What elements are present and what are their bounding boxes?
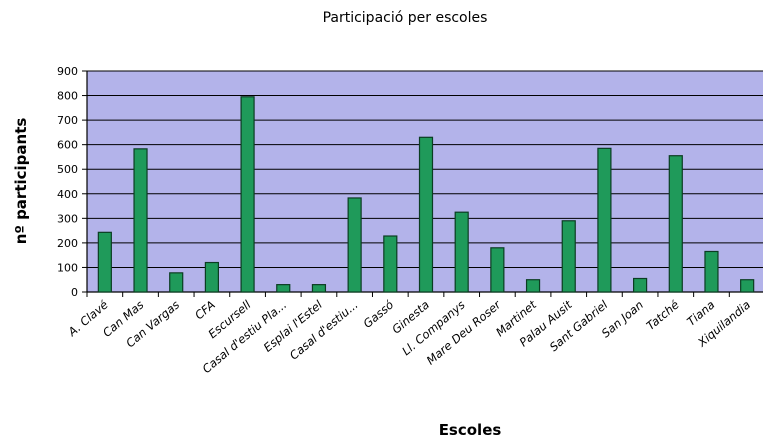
y-tick-label: 900 xyxy=(57,65,78,78)
y-tick-label: 400 xyxy=(57,188,78,201)
bar xyxy=(633,277,648,293)
bar xyxy=(490,247,505,293)
bar xyxy=(97,231,112,293)
chart-title: Participació per escoles xyxy=(323,10,488,26)
y-tick-label: 0 xyxy=(71,286,78,299)
bar xyxy=(418,136,434,293)
y-tick-label: 300 xyxy=(57,212,78,225)
y-tick-label: 200 xyxy=(57,237,78,250)
y-axis-title: nº participants xyxy=(12,118,30,245)
bar xyxy=(311,284,327,293)
y-tick-label: 100 xyxy=(57,261,78,274)
bar xyxy=(597,147,612,293)
bar xyxy=(704,250,719,293)
x-tick-label: CFA xyxy=(192,297,218,322)
bar xyxy=(276,284,291,293)
bar xyxy=(561,220,576,293)
bar xyxy=(383,235,398,293)
y-tick-label: 800 xyxy=(57,90,78,103)
bar xyxy=(668,155,683,293)
y-tick-label: 600 xyxy=(57,139,78,152)
y-tick-label: 700 xyxy=(57,114,78,127)
bar xyxy=(347,197,362,293)
bar xyxy=(740,279,755,293)
bar xyxy=(525,279,541,293)
x-tick-label: Tatché xyxy=(644,298,682,333)
x-axis-title: Escoles xyxy=(439,421,502,439)
bar xyxy=(169,272,184,293)
bar xyxy=(204,261,219,293)
bar xyxy=(133,148,148,293)
bar xyxy=(240,96,255,293)
bar xyxy=(454,211,469,293)
y-tick-label: 500 xyxy=(57,163,78,176)
